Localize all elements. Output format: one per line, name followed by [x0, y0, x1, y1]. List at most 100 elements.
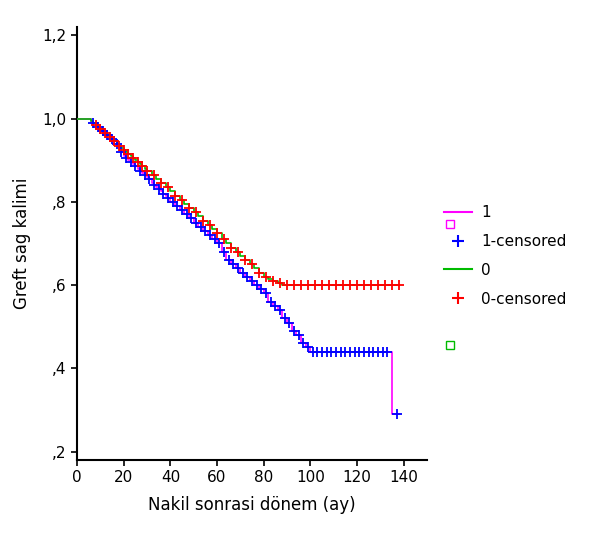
Point	[270, 301, 280, 310]
Point	[331, 281, 341, 289]
Point	[254, 268, 264, 277]
Point	[110, 137, 119, 146]
Point	[392, 410, 401, 418]
Point	[142, 166, 152, 175]
Point	[352, 281, 362, 289]
Point	[128, 154, 138, 162]
Point	[219, 235, 229, 243]
Point	[112, 139, 122, 148]
Point	[182, 210, 192, 219]
Point	[331, 347, 341, 356]
Point	[247, 276, 257, 285]
Point	[163, 193, 173, 202]
Point	[275, 279, 285, 287]
Point	[282, 281, 292, 289]
Point	[198, 216, 208, 225]
Point	[233, 247, 243, 256]
Point	[177, 206, 187, 214]
Point	[119, 146, 129, 154]
Point	[133, 158, 142, 167]
Point	[324, 281, 334, 289]
Point	[275, 306, 285, 314]
Point	[212, 229, 222, 237]
Point	[373, 347, 382, 356]
Point	[285, 318, 294, 327]
Point	[303, 343, 313, 352]
Point	[215, 239, 224, 248]
Point	[299, 339, 308, 348]
Point	[163, 183, 173, 192]
Point	[114, 141, 124, 150]
Point	[105, 133, 114, 142]
Point	[378, 347, 387, 356]
Point	[345, 281, 355, 289]
Point	[224, 256, 234, 265]
Point	[93, 123, 103, 131]
Point	[322, 347, 331, 356]
Point	[317, 281, 327, 289]
Point	[149, 181, 159, 189]
Point	[184, 204, 194, 213]
Point	[149, 170, 159, 179]
Point	[103, 131, 112, 140]
Point	[140, 170, 149, 179]
Point	[340, 347, 350, 356]
Point	[187, 214, 196, 223]
Point	[170, 192, 180, 200]
Legend: 1, 1-censored, 0, 0-censored: 1, 1-censored, 0, 0-censored	[438, 199, 572, 313]
Point	[252, 281, 262, 289]
Point	[380, 281, 390, 289]
Point	[369, 347, 378, 356]
Point	[168, 197, 177, 206]
Point	[233, 264, 243, 273]
Point	[262, 289, 271, 298]
Point	[100, 129, 110, 137]
Point	[268, 276, 278, 285]
Point	[196, 222, 205, 231]
Point	[247, 260, 257, 268]
Point	[154, 185, 164, 194]
Point	[382, 347, 392, 356]
Point	[308, 347, 317, 356]
Point	[192, 219, 201, 227]
Point	[266, 298, 275, 306]
Point	[289, 281, 299, 289]
Point	[364, 347, 374, 356]
Point	[359, 347, 369, 356]
Point	[350, 347, 359, 356]
Point	[229, 260, 238, 268]
Y-axis label: Greft sag kalimi: Greft sag kalimi	[14, 178, 31, 309]
Point	[359, 281, 369, 289]
Point	[227, 243, 236, 252]
Point	[107, 135, 117, 144]
Point	[303, 281, 313, 289]
Point	[310, 281, 320, 289]
Point	[313, 347, 322, 356]
Point	[387, 281, 397, 289]
Point	[192, 208, 201, 216]
Point	[366, 281, 376, 289]
Point	[145, 175, 154, 183]
X-axis label: Nakil sonrasi dönem (ay): Nakil sonrasi dönem (ay)	[148, 497, 356, 514]
Point	[177, 195, 187, 204]
Point	[280, 314, 289, 322]
Point	[159, 189, 168, 198]
Point	[257, 285, 266, 294]
Point	[98, 127, 107, 135]
Point	[294, 331, 304, 339]
Point	[373, 281, 382, 289]
Point	[95, 124, 105, 133]
Point	[138, 162, 147, 171]
Point	[345, 347, 355, 356]
Point	[336, 347, 345, 356]
Point	[243, 273, 252, 281]
Point	[327, 347, 336, 356]
Point	[317, 347, 327, 356]
Point	[200, 227, 210, 235]
Point	[219, 247, 229, 256]
Point	[89, 118, 98, 127]
Point	[117, 148, 126, 156]
Point	[135, 166, 145, 175]
Point	[238, 268, 247, 277]
Point	[296, 281, 306, 289]
